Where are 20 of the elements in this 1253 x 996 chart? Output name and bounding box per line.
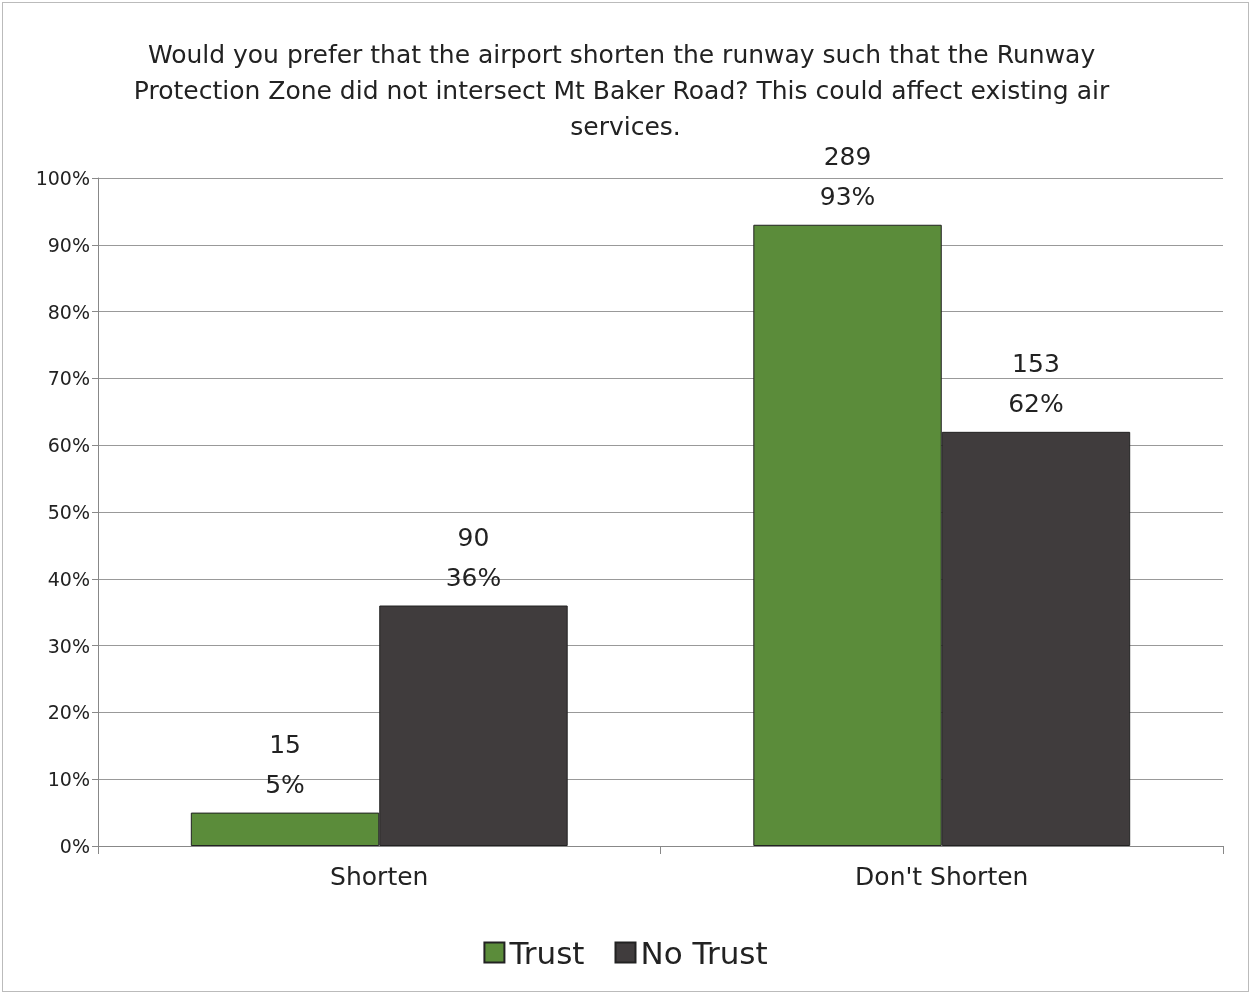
y-tick-label: 50% [47,501,90,523]
y-tick-label: 30% [47,634,90,657]
x-tick-label: Shorten [330,862,429,891]
legend-label: Trust [508,934,585,971]
data-label: 15 5% [265,730,305,800]
y-tick-label: 90% [47,233,90,256]
y-tick-label: 0% [59,835,90,857]
y-tick-label: 80% [47,300,90,323]
y-tick-label: 70% [47,367,90,390]
data-label: 289 93% [819,142,876,212]
chart-title: Would you prefer that the airport shorten the runway such that the Runway Protection Zone did not intersect Mt Baker Road? This could affect existing air services. [133,39,1118,141]
data-label: 90 36% [445,523,502,593]
y-tick-label: 60% [47,434,90,457]
y-tick-label: 40% [47,567,90,590]
x-tick-label: Don't Shorten [855,862,1029,891]
y-tick-label: 10% [47,768,90,791]
legend-label: No Trust [640,934,768,971]
y-tick-label: 100% [35,167,90,189]
data-label: 153 62% [1008,349,1064,419]
y-tick-label: 20% [47,701,90,724]
